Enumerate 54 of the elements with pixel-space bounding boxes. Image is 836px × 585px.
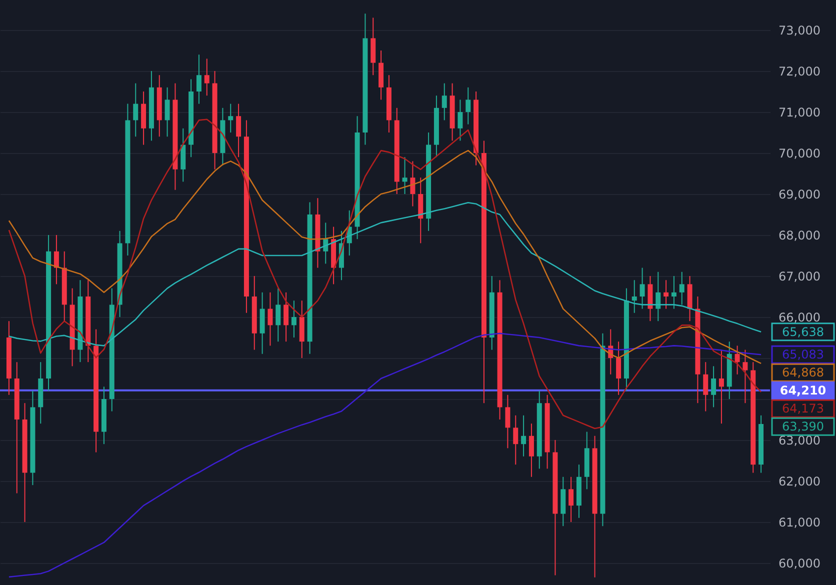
candlestick xyxy=(276,288,281,342)
line-series xyxy=(8,202,762,346)
candlestick xyxy=(742,349,748,404)
candlestick xyxy=(164,86,170,138)
candlestick xyxy=(734,345,740,375)
candlestick xyxy=(410,160,416,207)
y-tick-label: 72,000 xyxy=(778,64,820,79)
y-tick-label: 63,000 xyxy=(778,433,820,448)
candlestick xyxy=(513,414,518,466)
y-tick-label: 61,000 xyxy=(778,515,820,530)
candlestick xyxy=(640,267,645,310)
candlestick xyxy=(656,271,661,322)
text: 65,083 xyxy=(782,348,824,362)
candlestick xyxy=(196,54,202,104)
text: 65,638 xyxy=(782,324,824,339)
candlestick xyxy=(236,103,242,158)
text: 63,390 xyxy=(782,420,824,434)
y-tick-label: 62,000 xyxy=(778,474,820,488)
line-series xyxy=(8,118,762,430)
y-tick-label: 73,000 xyxy=(778,24,820,38)
candlestick xyxy=(703,362,708,412)
candlestick xyxy=(616,341,622,396)
ref-line-label: 64,210 xyxy=(780,384,826,398)
y-tick-label: 71,000 xyxy=(778,106,820,120)
y-tick-label: 67,000 xyxy=(778,270,820,284)
candlestick xyxy=(671,276,676,310)
candlestick xyxy=(133,82,138,138)
y-tick-label: 68,000 xyxy=(778,228,820,242)
y-tick-label: 70,000 xyxy=(778,146,820,161)
candlestick xyxy=(568,476,574,522)
candlestick xyxy=(466,86,471,125)
candlestick xyxy=(718,349,724,424)
text: 64,173 xyxy=(782,402,824,416)
candlestick xyxy=(284,292,289,342)
text: 64,868 xyxy=(782,366,824,380)
candlestick xyxy=(711,366,716,408)
line-series xyxy=(8,332,762,578)
candlestick xyxy=(458,99,463,142)
candlestick xyxy=(204,58,210,96)
candlestick xyxy=(521,414,526,457)
y-tick-label: 60,000 xyxy=(778,556,820,570)
candlestick xyxy=(228,103,234,134)
y-tick-label: 69,000 xyxy=(778,188,820,202)
candlestick xyxy=(402,156,408,194)
candlestick xyxy=(528,423,534,478)
candlestick xyxy=(632,280,637,314)
candlestick xyxy=(679,271,684,306)
candlestick xyxy=(442,82,447,121)
candlestick xyxy=(505,394,510,449)
candlestick xyxy=(54,234,59,285)
candlestick xyxy=(291,300,296,338)
y-tick-label: 66,000 xyxy=(778,310,820,324)
candlestick xyxy=(664,280,669,310)
candlestick xyxy=(268,292,273,346)
